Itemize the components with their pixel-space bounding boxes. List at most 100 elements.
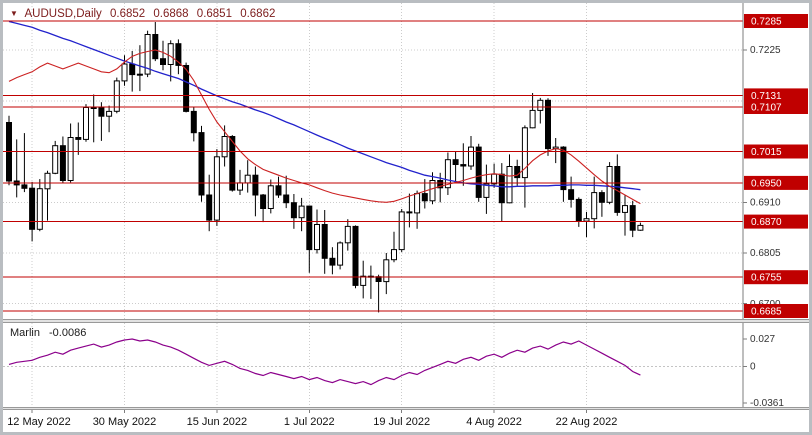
indicator-axis-label: -0.0361 (750, 398, 784, 407)
main-chart-pane[interactable]: 0.72250.69100.68050.67000.72850.71310.71… (3, 3, 809, 319)
date-axis-label: 15 Jun 2022 (187, 416, 248, 428)
date-axis-label: 19 Jul 2022 (373, 416, 430, 428)
candlestick (260, 194, 267, 223)
candlestick (468, 136, 474, 170)
price-axis-label: 0.6805 (750, 248, 781, 259)
ohlc-close: 0.6862 (240, 8, 276, 20)
price-level-badge-text: 0.6950 (751, 178, 782, 189)
price-level-badge (744, 270, 808, 285)
candlestick (106, 105, 113, 133)
ma-slow-line (8, 20, 641, 191)
candlestick (506, 154, 513, 204)
candlestick (275, 176, 282, 198)
candlestick (622, 195, 628, 236)
candlestick (121, 55, 128, 86)
candlestick (190, 107, 197, 142)
chart-area: ▼ AUDUSD,Daily 0.6852 0.6868 0.6851 0.68… (3, 3, 809, 432)
indicator-pane[interactable]: 0.027 0 -0.0361 (3, 323, 809, 407)
candlestick (136, 45, 143, 92)
candlestick (29, 181, 36, 242)
candlestick (21, 133, 28, 193)
price-level-badge-text: 0.7131 (751, 91, 782, 102)
candlestick (321, 210, 328, 274)
date-axis-label: 30 May 2022 (93, 416, 157, 428)
price-level-badge (744, 304, 808, 318)
candlestick (560, 146, 567, 202)
candlestick (90, 94, 97, 143)
pane-splitter[interactable] (3, 319, 809, 323)
candlestick (75, 122, 82, 155)
ohlc-low: 0.6851 (196, 8, 232, 20)
indicator-axis-label: 0 (750, 361, 756, 372)
candlestick (360, 260, 367, 299)
candlestick (344, 219, 351, 251)
candlestick (498, 163, 505, 222)
candlestick (67, 123, 74, 183)
candlestick (244, 160, 251, 193)
ohlc-open: 0.6852 (110, 8, 146, 20)
candlestick (314, 209, 320, 254)
candlestick (521, 125, 528, 208)
candlestick (444, 152, 451, 195)
candlestick (52, 140, 59, 175)
candlestick (421, 179, 428, 209)
indicator-axis-label: 0.027 (750, 334, 775, 345)
candlestick (375, 274, 382, 313)
candlestick (36, 179, 43, 232)
candlestick (252, 166, 259, 217)
ohlc-high: 0.6868 (153, 8, 189, 20)
candlestick (183, 62, 190, 113)
candlestick (452, 152, 459, 182)
candlestick (483, 164, 490, 214)
candlestick (198, 125, 205, 202)
date-axis: 12 May 2022 30 May 2022 15 Jun 2022 1 Jul 2… (3, 410, 809, 432)
candlestick (475, 143, 482, 202)
candlestick (83, 104, 89, 142)
date-axis-label: 12 May 2022 (7, 416, 71, 428)
candlestick (229, 135, 236, 192)
candlestick (406, 193, 413, 228)
price-axis-label: 0.7225 (750, 45, 781, 56)
candlestick (391, 231, 397, 263)
candlestick (614, 154, 621, 216)
chart-title: ▼ AUDUSD,Daily 0.6852 0.6868 0.6851 0.68… (10, 8, 275, 20)
candlestick (383, 253, 390, 295)
ma-fast-line (8, 49, 641, 205)
candlestick (529, 93, 536, 129)
candlestick (59, 136, 66, 183)
price-level-badge-text: 0.6755 (751, 273, 782, 284)
candlestick (514, 159, 521, 186)
candlestick (598, 190, 605, 217)
candlestick (537, 97, 544, 124)
pane-splitter[interactable] (3, 407, 809, 410)
indicator-title: Marlin -0.0086 (10, 327, 86, 339)
candlestick (98, 102, 105, 141)
candlestick (552, 138, 559, 164)
price-level-badge-text: 0.7015 (751, 147, 782, 158)
indicator-name: Marlin (10, 327, 40, 339)
candlestick (575, 197, 582, 227)
candlestick (44, 170, 51, 221)
date-axis-label: 22 Aug 2022 (556, 416, 618, 428)
candlestick (167, 40, 174, 82)
candlestick (414, 190, 421, 229)
price-level-badge (744, 88, 808, 103)
candlestick (398, 209, 405, 252)
candlestick (629, 200, 636, 238)
candlestick (637, 222, 644, 231)
candlestick (175, 39, 182, 75)
price-level-badge (744, 100, 808, 114)
price-level-badge (744, 144, 808, 159)
price-level-badge (744, 14, 808, 28)
price-level-badge-text: 0.6685 (751, 307, 782, 318)
indicator-value: -0.0086 (49, 327, 87, 339)
price-axis-label: 0.6910 (750, 197, 781, 208)
candlestick (460, 143, 467, 186)
symbol-dropdown-icon[interactable]: ▼ (10, 9, 18, 18)
candlestick (367, 265, 374, 299)
marlin-line (8, 338, 641, 386)
candlestick (352, 225, 359, 289)
symbol-label: AUDUSD,Daily (24, 8, 102, 20)
candlestick (6, 115, 12, 186)
